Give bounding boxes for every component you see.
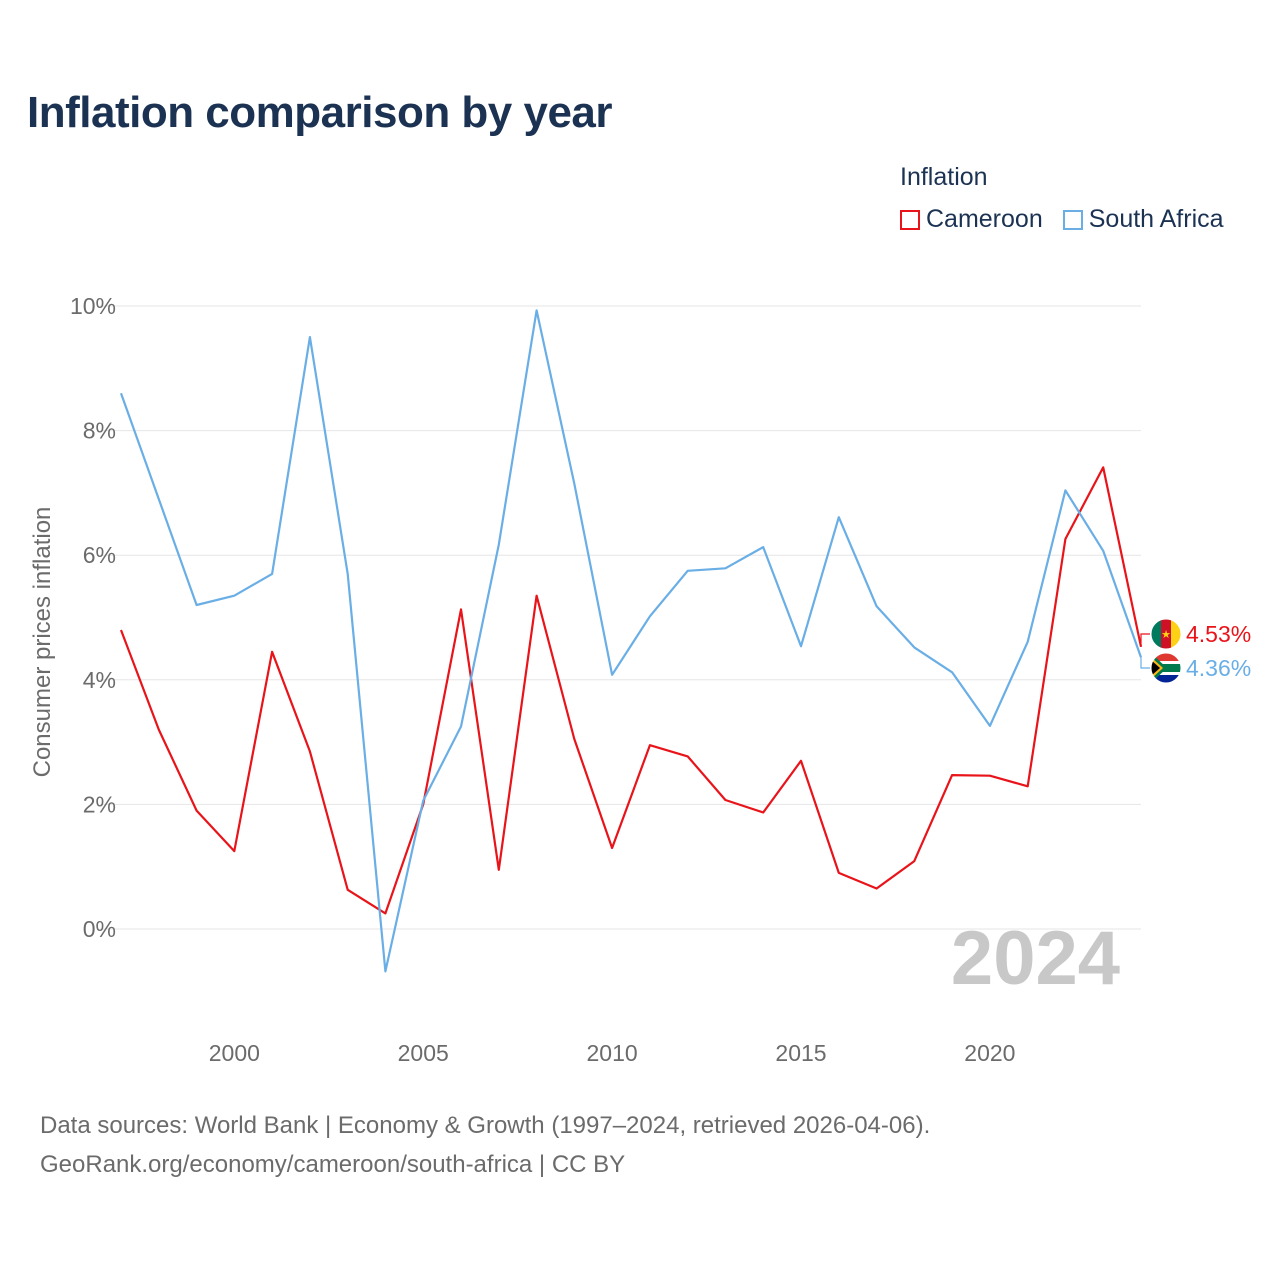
cameroon-flag-icon: ★ — [1151, 619, 1181, 649]
south-africa-flag-icon — [1151, 653, 1181, 683]
x-tick-label: 2020 — [964, 1040, 1015, 1066]
series-line-cameroon — [119, 466, 1143, 915]
legend-item-cameroon[interactable]: Cameroon — [900, 205, 1043, 234]
flag-border — [1150, 652, 1182, 684]
x-tick-label: 2015 — [775, 1040, 826, 1066]
y-tick-label: 2% — [83, 791, 116, 817]
flag-border — [1150, 618, 1182, 650]
legend-swatch-cameroon — [900, 209, 920, 230]
legend-title: Inflation — [900, 163, 988, 191]
y-tick-label: 6% — [83, 542, 116, 568]
year-watermark: 2024 — [951, 916, 1120, 1001]
source-line-2[interactable]: GeoRank.org/economy/cameroon/south-afric… — [40, 1151, 626, 1178]
chart-title: Inflation comparison by year — [27, 88, 613, 137]
y-tick-label: 8% — [83, 418, 116, 444]
flag-star: ★ — [1161, 629, 1171, 641]
legend-swatch-south-africa — [1062, 209, 1083, 230]
legend-item-south-africa[interactable]: South Africa — [1062, 205, 1224, 234]
end-connector — [1140, 657, 1150, 669]
flag-stripe — [1171, 619, 1181, 649]
series-line-south-africa — [119, 309, 1143, 973]
source-line-1: Data sources: World Bank | Economy & Gro… — [40, 1112, 931, 1139]
x-tick-label: 2000 — [209, 1040, 260, 1066]
y-axis-label: Consumer prices inflation — [29, 507, 56, 778]
legend-label-south-africa: South Africa — [1088, 205, 1224, 233]
data-source: Data sources: World Bank | Economy & Gro… — [40, 1106, 930, 1184]
legend: Cameroon South Africa — [900, 205, 1224, 234]
end-value-label: 4.53% — [1186, 621, 1251, 647]
y-tick-label: 4% — [83, 667, 116, 693]
legend-label-cameroon: Cameroon — [926, 205, 1043, 233]
flag-stripe — [1151, 619, 1161, 649]
y-tick-label: 10% — [70, 293, 116, 319]
flag-stripe — [1161, 619, 1171, 649]
x-tick-label: 2010 — [587, 1040, 638, 1066]
end-connector — [1140, 633, 1150, 647]
y-tick-label: 0% — [83, 916, 116, 942]
x-tick-label: 2005 — [398, 1040, 449, 1066]
flag-chevron — [1151, 660, 1160, 676]
end-value-label: 4.36% — [1186, 655, 1251, 681]
